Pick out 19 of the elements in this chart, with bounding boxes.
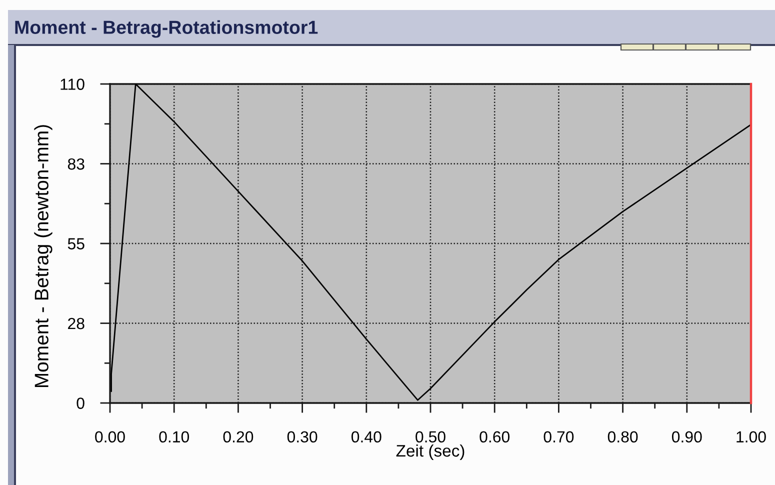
x-tick-label: 0.00 [95, 431, 125, 443]
x-tick-label: 0.60 [480, 431, 510, 443]
y-tick-label: 83 [68, 158, 84, 170]
x-axis-title: Zeit (sec) [396, 444, 464, 460]
x-tick-label: 0.70 [544, 431, 574, 443]
y-axis-title: Moment - Betrag (newton-mm) [34, 125, 52, 388]
y-tick-label: 110 [60, 78, 84, 90]
chart-title: Moment - Betrag-Rotationsmotor1 [15, 20, 318, 38]
x-tick-label: 0.90 [672, 431, 702, 443]
y-tick-label: 28 [68, 318, 84, 330]
y-tick-label: 55 [68, 238, 84, 250]
x-tick-label: 0.30 [287, 431, 318, 443]
x-tick-label: 0.50 [416, 431, 446, 443]
x-tick-label: 0.10 [159, 431, 190, 443]
x-tick-label: 0.20 [223, 431, 254, 443]
x-tick-label: 1.00 [736, 431, 766, 443]
y-tick-label: 0 [76, 398, 84, 409]
x-tick-label: 0.80 [608, 431, 638, 443]
x-tick-label: 0.40 [351, 431, 382, 443]
